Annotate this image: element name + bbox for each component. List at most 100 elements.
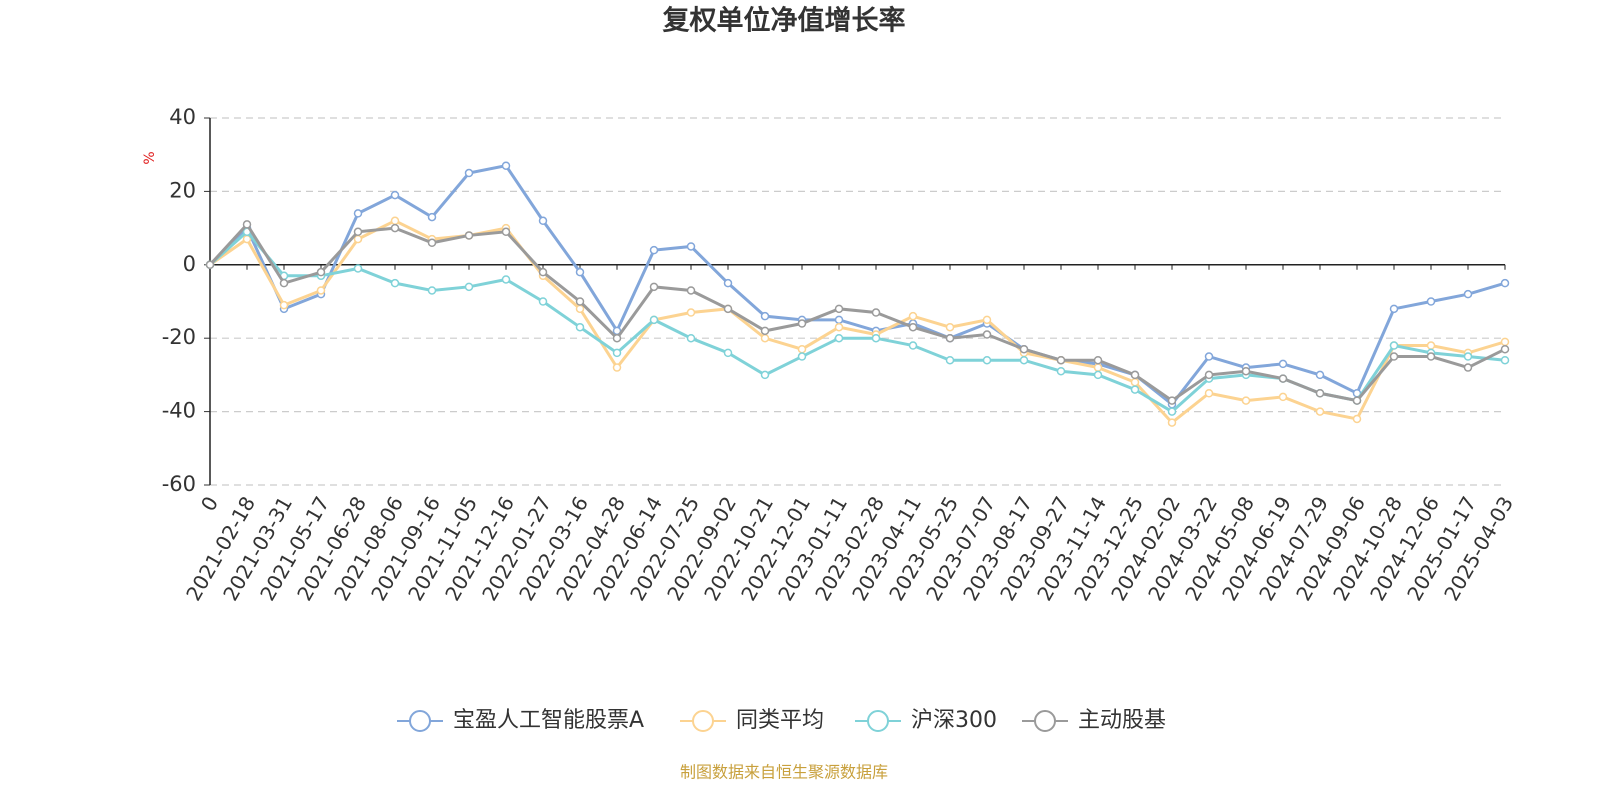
y-tick-label: 40 xyxy=(169,105,196,129)
data-point xyxy=(242,220,252,229)
data-point xyxy=(834,322,844,332)
data-point xyxy=(1056,355,1066,365)
data-point xyxy=(1389,352,1399,361)
x-tick-label: 0 xyxy=(196,492,223,515)
data-point xyxy=(760,370,770,380)
data-point xyxy=(1500,337,1510,347)
data-point xyxy=(1389,341,1399,350)
data-point xyxy=(1093,355,1103,365)
data-point xyxy=(1019,355,1029,365)
data-point xyxy=(575,304,585,314)
data-point xyxy=(1315,407,1325,416)
data-point xyxy=(464,168,474,178)
data-point xyxy=(575,267,585,277)
legend-label: 主动股基 xyxy=(1078,708,1166,733)
data-point xyxy=(1463,352,1473,361)
data-point xyxy=(1130,385,1140,394)
data-point xyxy=(723,278,733,288)
data-point xyxy=(945,322,955,332)
data-point xyxy=(538,267,548,277)
y-tick-label: 20 xyxy=(169,178,196,202)
data-point xyxy=(760,326,770,336)
data-point xyxy=(686,242,696,251)
data-point xyxy=(760,333,770,343)
data-point xyxy=(1130,377,1140,387)
data-point xyxy=(908,311,918,321)
data-point xyxy=(982,315,992,325)
data-point xyxy=(1241,396,1251,405)
data-point xyxy=(908,322,918,332)
legend-marker xyxy=(692,710,714,732)
data-point xyxy=(575,322,585,332)
data-point xyxy=(1426,352,1436,361)
data-point xyxy=(686,333,696,343)
data-point xyxy=(982,355,992,365)
data-point xyxy=(1352,414,1362,424)
data-point xyxy=(353,209,363,218)
data-point xyxy=(982,330,992,339)
data-point xyxy=(353,264,363,273)
data-point xyxy=(390,216,400,226)
y-axis-label: % xyxy=(142,151,158,164)
data-point xyxy=(612,348,622,358)
data-point xyxy=(1167,396,1177,405)
data-point xyxy=(797,344,807,354)
data-point xyxy=(390,223,400,233)
data-point xyxy=(723,348,733,358)
legend-marker xyxy=(1034,710,1056,732)
data-point xyxy=(390,278,400,288)
data-point xyxy=(464,231,474,240)
data-point xyxy=(1019,344,1029,354)
data-point xyxy=(316,267,326,277)
data-point xyxy=(538,216,548,226)
data-point xyxy=(686,286,696,295)
data-point xyxy=(575,297,585,306)
data-point xyxy=(501,161,511,170)
legend-label: 宝盈人工智能股票A xyxy=(453,708,644,733)
data-point xyxy=(464,282,474,292)
chart-title: 复权单位净值增长率 xyxy=(663,5,906,37)
data-point xyxy=(871,308,881,317)
data-point xyxy=(501,227,511,237)
data-point xyxy=(538,297,548,306)
data-point xyxy=(1093,363,1103,372)
y-tick-label: -60 xyxy=(162,472,196,496)
data-point xyxy=(1167,407,1177,416)
data-point xyxy=(427,238,437,248)
data-point xyxy=(871,333,881,343)
data-point xyxy=(1500,355,1510,365)
y-tick-label: 0 xyxy=(183,252,196,276)
data-point xyxy=(390,190,400,200)
data-point xyxy=(1278,374,1288,383)
data-point xyxy=(834,304,844,314)
legend-marker xyxy=(867,710,889,732)
data-point xyxy=(1204,389,1214,398)
data-point xyxy=(649,315,659,325)
data-point xyxy=(1500,344,1510,354)
data-point xyxy=(1241,366,1251,376)
y-tick-label: -20 xyxy=(162,325,196,349)
data-point xyxy=(1056,366,1066,376)
data-point xyxy=(501,275,511,284)
data-point xyxy=(945,355,955,365)
data-point xyxy=(945,333,955,343)
data-point xyxy=(1463,363,1473,372)
data-point xyxy=(1204,352,1214,361)
series-line xyxy=(209,219,1506,425)
data-point xyxy=(797,319,807,328)
series-line xyxy=(209,229,1506,414)
data-point xyxy=(1204,370,1214,380)
data-point xyxy=(834,333,844,343)
data-point xyxy=(427,286,437,295)
data-point xyxy=(353,227,363,237)
data-point xyxy=(797,352,807,361)
data-point xyxy=(427,212,437,222)
legend-marker xyxy=(409,710,431,732)
data-point xyxy=(834,315,844,325)
data-point xyxy=(1389,304,1399,314)
data-point xyxy=(760,311,770,321)
data-point xyxy=(1167,418,1177,427)
data-point xyxy=(1278,392,1288,402)
data-point xyxy=(612,363,622,372)
